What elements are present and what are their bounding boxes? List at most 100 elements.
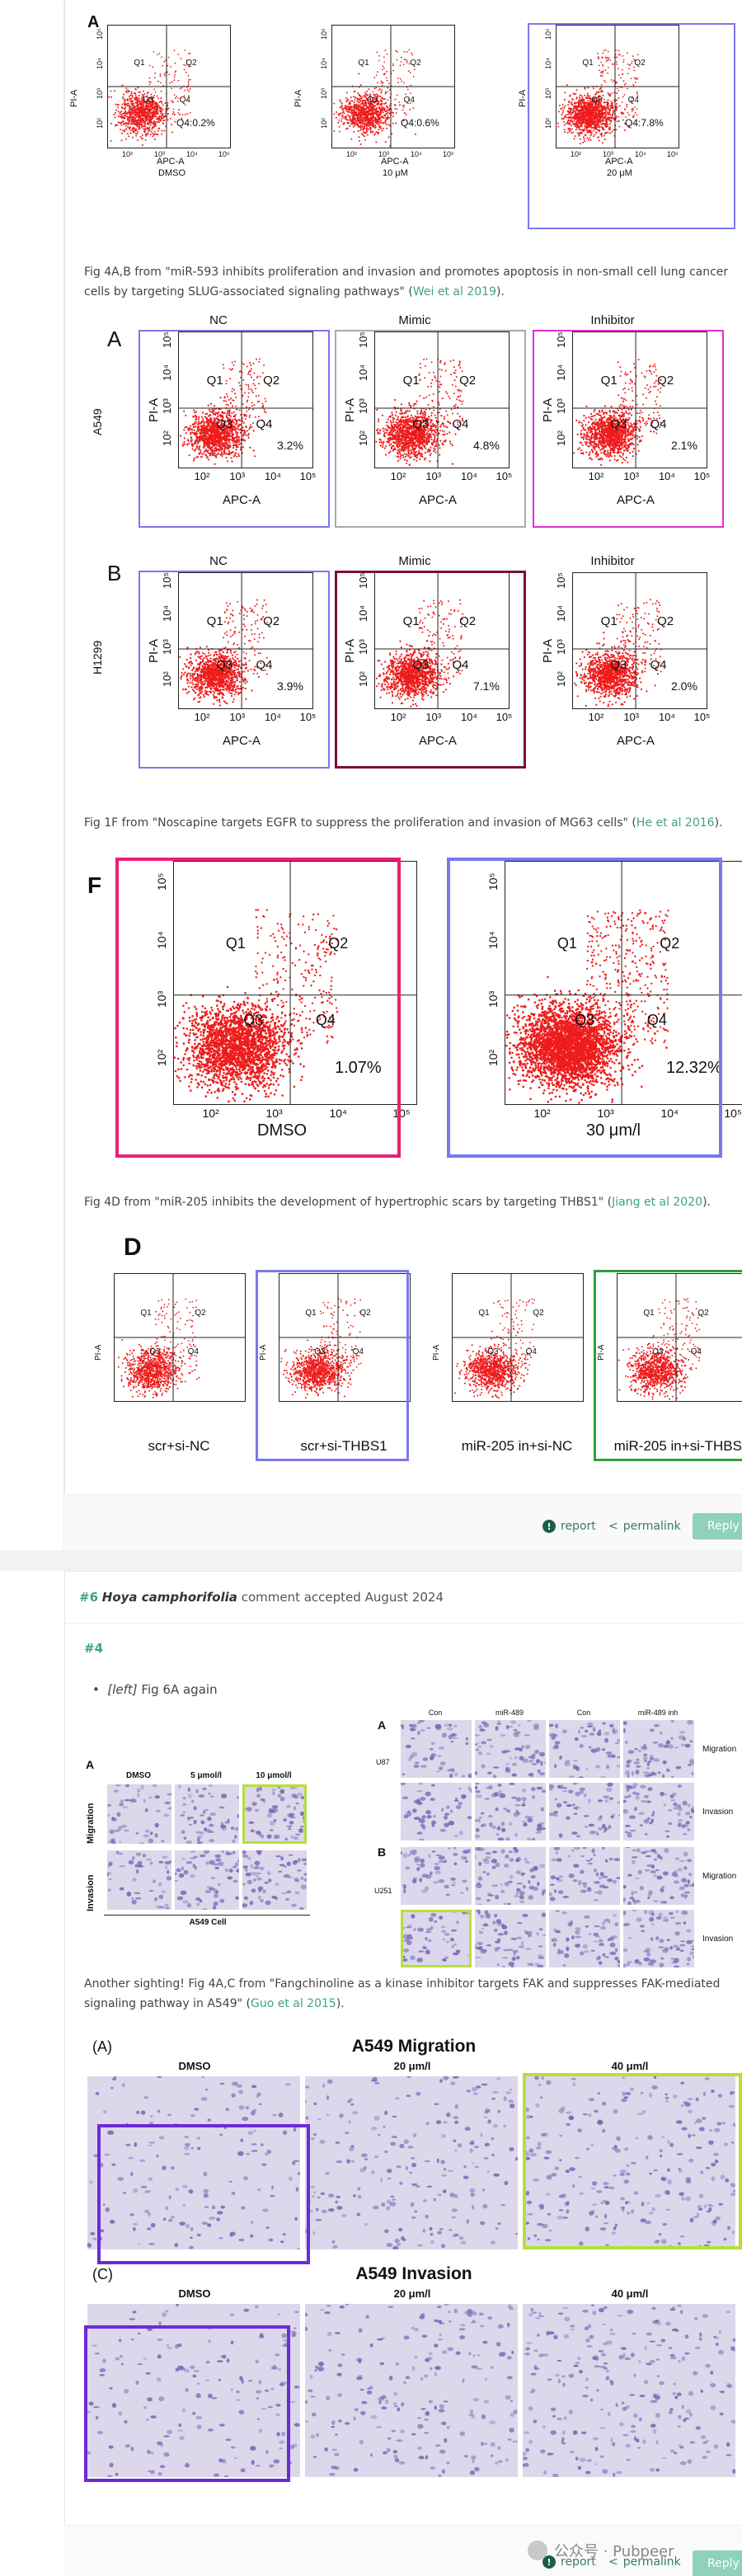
event-dot (406, 51, 408, 53)
event-dot (408, 63, 411, 65)
y-tick-label: 10³ (96, 88, 104, 99)
event-dot (557, 110, 560, 113)
citation-link[interactable]: Wei et al 2019 (413, 285, 496, 298)
event-dot (362, 106, 364, 109)
event-dot (110, 139, 112, 142)
event-dot (367, 94, 369, 96)
event-dot (378, 125, 381, 128)
event-dot (150, 119, 153, 121)
event-dot (152, 66, 154, 68)
event-dot (365, 104, 368, 106)
event-dot (358, 98, 360, 101)
event-dot (378, 59, 380, 62)
event-dot (188, 79, 190, 81)
event-dot (122, 120, 124, 122)
flow-cytometry-plot: Q1 Q2 Q3 Q4 Q4:0.2% (107, 25, 231, 148)
event-dot (171, 101, 174, 103)
event-dot (569, 123, 571, 125)
event-dot (379, 96, 382, 97)
event-dot (347, 110, 349, 113)
event-dot (371, 120, 373, 121)
event-dot (558, 105, 561, 107)
event-dot (124, 106, 127, 109)
event-dot (134, 123, 136, 125)
event-dot (378, 110, 380, 113)
event-dot (579, 98, 581, 101)
event-dot (381, 68, 383, 71)
event-dot (141, 120, 143, 122)
event-dot (359, 96, 362, 97)
event-dot (350, 106, 353, 109)
event-dot (383, 98, 385, 101)
event-dot (609, 123, 612, 125)
event-dot (183, 63, 186, 66)
event-dot (352, 125, 355, 128)
panel-letter: A (87, 13, 99, 32)
event-dot (136, 121, 139, 124)
event-dot (134, 94, 137, 96)
event-dot (124, 110, 127, 113)
event-dot (145, 128, 148, 130)
event-dot (137, 124, 139, 126)
event-dot (154, 105, 156, 107)
event-dot (151, 103, 153, 106)
event-dot (360, 102, 363, 105)
event-dot (349, 125, 351, 127)
event-dot (373, 96, 375, 99)
event-dot (174, 97, 176, 100)
event-dot (113, 113, 115, 115)
event-dot (351, 116, 354, 119)
event-dot (138, 111, 139, 114)
event-dot (373, 94, 375, 96)
event-dot (138, 115, 139, 117)
event-dot (607, 101, 609, 104)
event-dot (164, 102, 167, 105)
event-dot (174, 73, 176, 76)
event-dot (176, 96, 177, 97)
event-dot (116, 104, 119, 106)
event-dot (360, 133, 363, 135)
event-dot (363, 123, 365, 125)
event-dot (340, 102, 343, 105)
condition-label: 10 μM (383, 168, 408, 178)
event-dot (365, 113, 367, 115)
event-dot (177, 111, 180, 114)
y-tick-label: 10⁴ (96, 58, 104, 69)
event-dot (147, 109, 149, 111)
event-dot (378, 106, 380, 109)
event-dot (153, 124, 155, 126)
event-dot (156, 110, 158, 112)
event-dot (181, 117, 183, 120)
event-dot (387, 116, 389, 119)
event-dot (135, 115, 138, 118)
event-dot (180, 58, 182, 59)
event-dot (110, 90, 112, 92)
event-dot (134, 128, 136, 130)
condition-label: DMSO (158, 168, 186, 178)
event-dot (149, 120, 152, 123)
event-dot (596, 124, 599, 126)
event-dot (126, 119, 129, 121)
event-dot (131, 110, 134, 112)
event-dot (186, 59, 188, 62)
event-dot (139, 108, 141, 110)
event-dot (115, 125, 117, 127)
event-dot (137, 96, 139, 99)
event-dot (187, 85, 189, 87)
event-dot (404, 112, 406, 114)
event-dot (601, 142, 603, 144)
event-dot (356, 100, 359, 102)
event-dot (374, 119, 376, 121)
event-dot (130, 97, 133, 100)
event-dot (615, 103, 618, 105)
y-tick-label: 10² (96, 118, 104, 129)
event-dot (159, 75, 162, 78)
event-dot (406, 62, 408, 63)
event-dot (606, 110, 608, 113)
event-dot (110, 122, 112, 125)
event-dot (154, 109, 157, 110)
event-dot (360, 115, 363, 117)
event-dot (344, 115, 346, 118)
event-dot (160, 97, 162, 100)
event-dot (378, 120, 380, 123)
